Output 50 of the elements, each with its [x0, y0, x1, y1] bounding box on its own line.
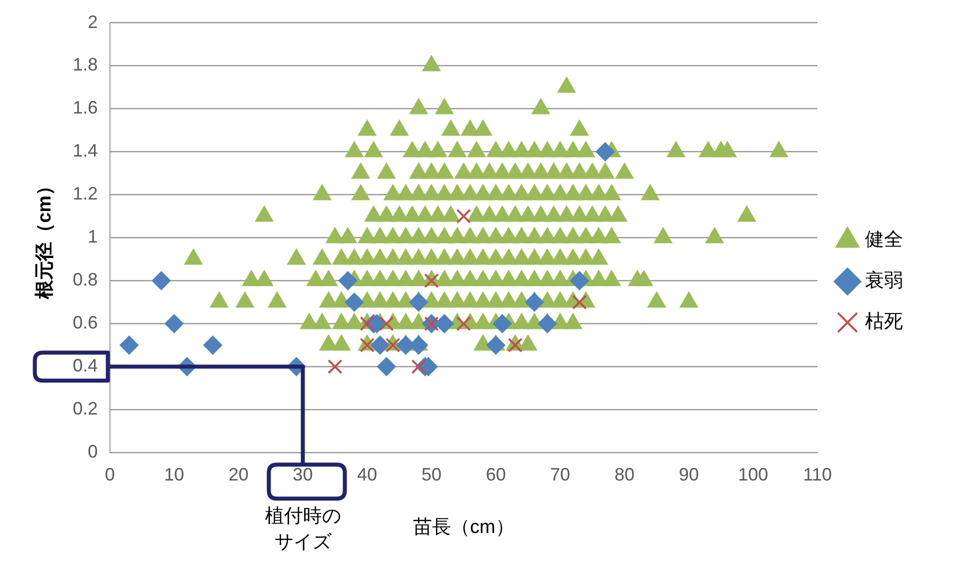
x-tick-label: 20 — [228, 464, 249, 484]
point — [164, 314, 184, 334]
point — [120, 336, 139, 355]
point — [152, 271, 171, 290]
x-tick-label: 30 — [292, 464, 313, 484]
point — [596, 142, 615, 162]
x-tick-label: 80 — [614, 464, 635, 484]
x-tick-label: 10 — [164, 464, 184, 484]
point — [411, 359, 426, 374]
legend-label: 枯死 — [865, 310, 903, 332]
point — [360, 338, 375, 353]
legend-label: 衰弱 — [865, 269, 903, 292]
point — [344, 292, 364, 312]
y-tick-label: 1.6 — [72, 98, 98, 118]
y-tick-label: 0.2 — [72, 398, 98, 419]
y-tick-label: 0.8 — [72, 270, 98, 290]
x-tick-label: 40 — [357, 464, 378, 484]
point — [338, 271, 358, 290]
y-tick-label: 2 — [88, 12, 98, 32]
y-tick-label: 0 — [88, 442, 98, 462]
point — [538, 314, 557, 334]
point — [370, 336, 390, 355]
x-axis-title: 苗長（cm） — [412, 516, 514, 538]
y-tick-label: 1 — [88, 226, 98, 247]
x-tick-label: 100 — [738, 464, 768, 484]
x-tick-label: 0 — [104, 464, 115, 484]
y-tick-label: 1.8 — [72, 54, 98, 75]
x-tick-label: 110 — [803, 464, 832, 484]
point — [203, 336, 222, 355]
point — [456, 208, 472, 224]
point — [486, 336, 506, 355]
point — [376, 357, 396, 376]
point — [386, 338, 400, 353]
point — [360, 316, 375, 332]
y-tick-label: 0.4 — [72, 356, 98, 376]
y-tick-label: 0.6 — [72, 312, 98, 333]
text: 植付時のサイズ — [264, 504, 342, 555]
x-tick-label: 90 — [678, 464, 699, 484]
y-axis-title: 根元径（cm） — [34, 176, 56, 300]
point — [492, 314, 512, 334]
x-tick-label: 60 — [486, 464, 506, 484]
point — [570, 271, 589, 290]
point — [409, 292, 428, 312]
point — [524, 292, 544, 312]
legend-label: 健全 — [865, 228, 903, 250]
y-tick-label: 1.4 — [72, 140, 98, 161]
x-tick-label: 70 — [550, 464, 570, 484]
y-tick-label: 1.2 — [72, 184, 98, 204]
point — [328, 359, 342, 374]
x-tick-label: 50 — [421, 464, 442, 484]
